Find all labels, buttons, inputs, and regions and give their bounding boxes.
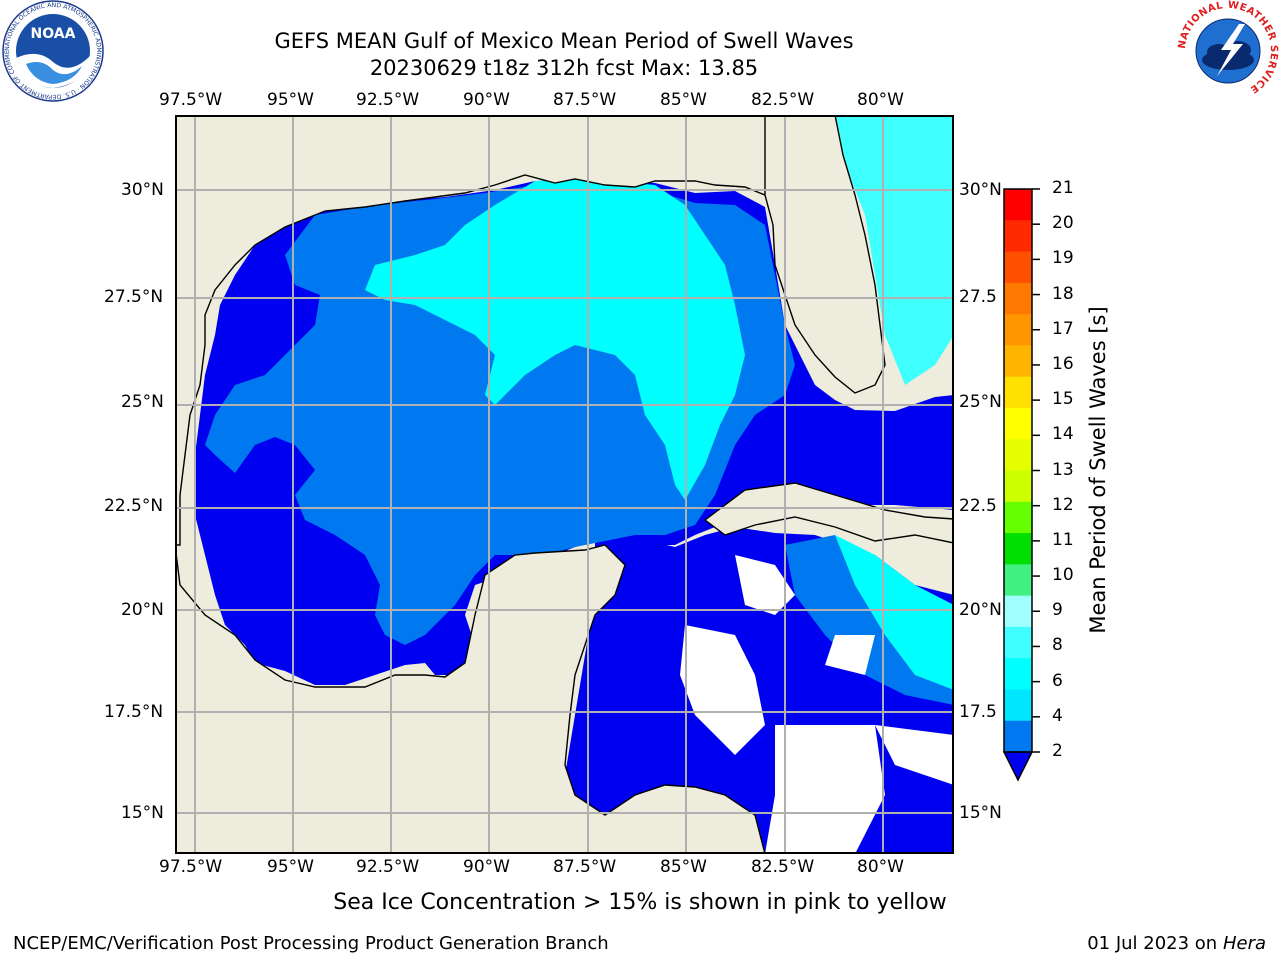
lon-label-bottom: 87.5°W xyxy=(553,857,617,877)
colorbar-tick-label: 13 xyxy=(1052,459,1074,480)
cuba-land xyxy=(703,482,954,544)
colorbar-cell xyxy=(1004,658,1032,691)
sea-ice-note: Sea Ice Concentration > 15% is shown in … xyxy=(0,890,1280,915)
map-panel xyxy=(175,115,954,854)
lon-label-top: 92.5°W xyxy=(356,90,420,110)
colorbar-cell xyxy=(1004,689,1032,722)
lat-label-right: 17.5 xyxy=(959,702,997,722)
chart-title: GEFS MEAN Gulf of Mexico Mean Period of … xyxy=(274,29,854,53)
colorbar-tick-label: 11 xyxy=(1052,529,1074,550)
lat-label-right: 30°N xyxy=(959,180,1002,200)
florida-land xyxy=(764,115,886,394)
colorbar-tick-label: 4 xyxy=(1052,705,1063,726)
colorbar-extend-arrow xyxy=(1002,751,1034,782)
date-line: 01 Jul 2023 on Hera xyxy=(1087,933,1266,954)
machine-name: Hera xyxy=(1222,933,1266,954)
colorbar-tick-label: 8 xyxy=(1052,635,1063,656)
colorbar-tick-label: 9 xyxy=(1052,600,1063,621)
mexico-yucatan-land xyxy=(175,544,766,854)
lon-label-bottom: 85°W xyxy=(660,857,707,877)
lon-label-bottom: 90°W xyxy=(463,857,510,877)
colorbar-cell xyxy=(1004,376,1032,409)
date-text: 01 Jul 2023 on xyxy=(1087,933,1223,954)
lon-label-bottom: 80°W xyxy=(857,857,904,877)
colorbar-cell xyxy=(1004,282,1032,315)
caribbean-mid-period-area xyxy=(785,535,954,705)
sea-ice-note-text: Sea Ice Concentration > 15% is shown in … xyxy=(333,890,947,915)
lat-label-right: 15°N xyxy=(959,803,1002,823)
colorbar-cell xyxy=(1004,470,1032,503)
colorbar-tick-label: 10 xyxy=(1052,565,1074,586)
lat-label-left: 22.5°N xyxy=(104,496,164,516)
colorbar-tick-label: 12 xyxy=(1052,494,1074,515)
lat-label-right: 27.5 xyxy=(959,287,997,307)
colorbar-tick-label: 19 xyxy=(1052,248,1074,269)
gulf-long-period-area xyxy=(365,179,745,500)
lat-label-left: 25°N xyxy=(121,392,164,412)
lon-label-top: 87.5°W xyxy=(553,90,617,110)
lat-label-left: 17.5°N xyxy=(104,702,164,722)
lat-label-right: 25°N xyxy=(959,392,1002,412)
colorbar-tick-label: 21 xyxy=(1052,178,1074,198)
colorbar-tick-label: 18 xyxy=(1052,283,1074,304)
caribbean-long-period-area xyxy=(835,535,954,690)
colorbar-cell xyxy=(1004,595,1032,628)
lon-label-top: 85°W xyxy=(660,90,707,110)
colorbar-cell xyxy=(1004,501,1032,534)
chart-subtitle: 20230629 t18z 312h fcst Max: 13.85 xyxy=(369,56,759,80)
lat-label-left: 27.5°N xyxy=(104,287,164,307)
colorbar-cell xyxy=(1004,533,1032,565)
colorbar-tick-label: 20 xyxy=(1052,213,1074,234)
colorbar-cell xyxy=(1004,189,1032,221)
colorbar-tick-label: 17 xyxy=(1052,318,1074,339)
lon-label-top: 82.5°W xyxy=(751,90,815,110)
no-data-areas xyxy=(680,555,954,854)
colorbar-cells xyxy=(1004,189,1032,753)
lon-label-bottom: 82.5°W xyxy=(751,857,815,877)
colorbar-title: Mean Period of Swell Waves [s] xyxy=(1086,306,1110,634)
lon-label-top: 90°W xyxy=(463,90,510,110)
colorbar xyxy=(1002,188,1040,782)
colorbar-cell xyxy=(1004,439,1032,472)
lat-label-right: 22.5 xyxy=(959,496,997,516)
colorbar-cell xyxy=(1004,345,1032,378)
lon-label-bottom: 95°W xyxy=(267,857,314,877)
lat-label-left: 30°N xyxy=(121,180,164,200)
colorbar-cell xyxy=(1004,220,1032,253)
colorbar-cell xyxy=(1004,251,1032,284)
lat-label-left: 20°N xyxy=(121,600,164,620)
map-frame xyxy=(175,115,954,854)
lat-label-left: 15°N xyxy=(121,803,164,823)
colorbar-tick-label: 14 xyxy=(1052,424,1074,445)
lon-label-top: 95°W xyxy=(267,90,314,110)
colorbar-cell xyxy=(1004,564,1032,597)
colorbar-cell xyxy=(1004,314,1032,346)
colorbar-cell xyxy=(1004,626,1032,659)
noaa-logo: NATIONAL OCEANIC AND ATMOSPHERIC ADMINIS… xyxy=(2,0,104,102)
lon-label-top: 80°W xyxy=(857,90,904,110)
lon-label-bottom: 92.5°W xyxy=(356,857,420,877)
map-gridlines xyxy=(175,115,954,854)
atlantic-long-period-area xyxy=(835,115,954,385)
lon-label-bottom: 97.5°W xyxy=(159,857,223,877)
credit-text: NCEP/EMC/Verification Post Processing Pr… xyxy=(13,933,609,954)
lat-label-right: 20°N xyxy=(959,600,1002,620)
colorbar-tick-label: 6 xyxy=(1052,670,1063,691)
nws-logo: NATIONAL WEATHER SERVICE xyxy=(1177,0,1279,100)
colorbar-tick-label: 15 xyxy=(1052,389,1074,410)
lon-label-top: 97.5°W xyxy=(159,90,223,110)
colorbar-cell xyxy=(1004,720,1032,753)
colorbar-cell xyxy=(1004,407,1032,440)
colorbar-tick-label: 2 xyxy=(1052,741,1063,761)
colorbar-tick-label: 16 xyxy=(1052,353,1074,374)
colorbar-ticks xyxy=(1032,188,1040,753)
noaa-logo-text: NOAA xyxy=(31,26,76,42)
